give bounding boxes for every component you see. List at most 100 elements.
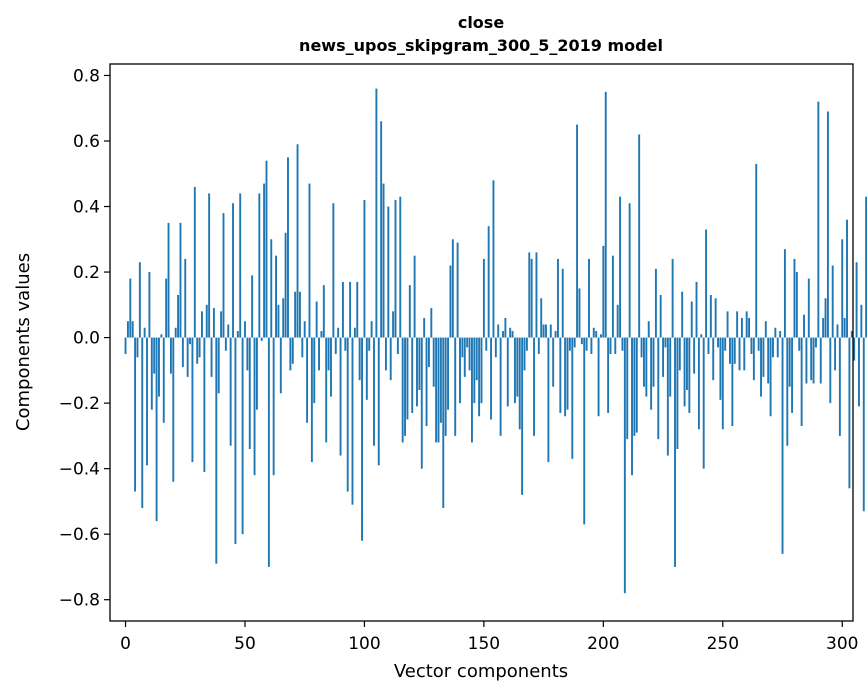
bar-303 [848,337,851,489]
bar-208 [621,337,624,351]
bar-231 [676,337,679,449]
bar-205 [614,337,617,354]
bar-35 [208,193,211,338]
bar-261 [748,317,751,338]
bar-series [124,88,867,594]
bar-300 [841,239,844,338]
bar-244 [707,337,710,354]
x-axis-label: Vector components [394,661,568,682]
bar-158 [502,331,504,338]
bar-289 [815,337,817,348]
bar-290 [817,101,820,338]
bar-207 [619,196,622,338]
bar-151 [485,337,488,351]
bar-262 [750,337,753,354]
bar-288 [812,337,815,384]
x-tick-label: 200 [587,634,619,654]
bar-98 [358,337,361,381]
bar-104 [373,337,375,446]
bar-270 [769,337,772,417]
bar-46 [234,337,237,545]
bar-2 [129,278,132,338]
bar-277 [786,337,789,446]
bar-45 [232,203,234,338]
y-tick-label: 0.2 [73,263,100,283]
bar-20 [172,337,175,482]
bar-41 [222,213,225,338]
bar-216 [640,337,643,358]
bar-283 [800,337,803,427]
bar-122 [416,337,418,407]
bar-228 [669,337,672,397]
bar-130 [435,337,438,443]
bar-260 [745,311,748,338]
bar-194 [588,258,590,338]
bar-293 [824,298,827,338]
bar-142 [463,337,466,377]
bar-62 [272,337,275,476]
bar-167 [523,337,526,371]
bar-286 [807,278,810,338]
bar-184 [564,337,567,417]
bar-113 [394,199,397,338]
bar-76 [306,337,309,423]
x-tick-label: 100 [348,634,380,654]
bar-173 [537,337,540,354]
bar-63 [275,255,277,338]
bar-226 [664,337,667,348]
bar-55 [255,337,258,410]
bar-105 [375,88,378,338]
bar-281 [795,272,798,338]
bar-37 [212,308,215,338]
bar-147 [475,337,478,381]
bar-182 [559,337,562,413]
bar-214 [635,337,638,433]
bar-131 [437,337,440,443]
bar-44 [229,337,232,446]
bar-247 [714,298,717,338]
bar-119 [408,285,411,338]
bar-101 [365,337,368,400]
bar-217 [643,337,645,387]
bar-296 [831,265,834,338]
bar-135 [447,337,450,410]
bar-179 [552,337,555,387]
bar-250 [721,337,724,430]
bar-99 [361,337,363,541]
bar-275 [781,337,784,554]
bar-279 [791,337,794,413]
bar-211 [628,203,631,338]
bar-187 [571,337,574,459]
bar-19 [169,337,172,374]
bar-32 [201,311,203,338]
bar-309 [862,337,865,512]
bar-153 [490,337,493,420]
bar-304 [850,331,853,338]
bar-96 [353,327,356,338]
bar-230 [674,337,676,567]
bar-144 [468,337,471,371]
y-tick-label: 0.6 [73,132,100,152]
bar-274 [779,331,782,338]
bar-307 [858,337,860,407]
bar-180 [554,331,557,338]
bar-143 [466,337,469,348]
bar-220 [650,337,653,410]
bar-193 [585,337,588,351]
bar-150 [482,258,485,338]
bar-85 [327,337,330,371]
bar-136 [449,265,452,338]
bar-82 [320,331,323,338]
bar-102 [368,337,371,351]
bar-68 [287,157,289,338]
bar-190 [578,288,581,338]
bar-48 [239,193,242,338]
bar-156 [497,324,500,338]
bar-204 [611,255,614,338]
bar-291 [819,337,822,384]
bar-188 [573,337,576,348]
bar-110 [387,206,390,338]
bar-95 [351,337,354,505]
bar-148 [478,337,481,417]
y-tick-label: −0.4 [59,460,100,480]
